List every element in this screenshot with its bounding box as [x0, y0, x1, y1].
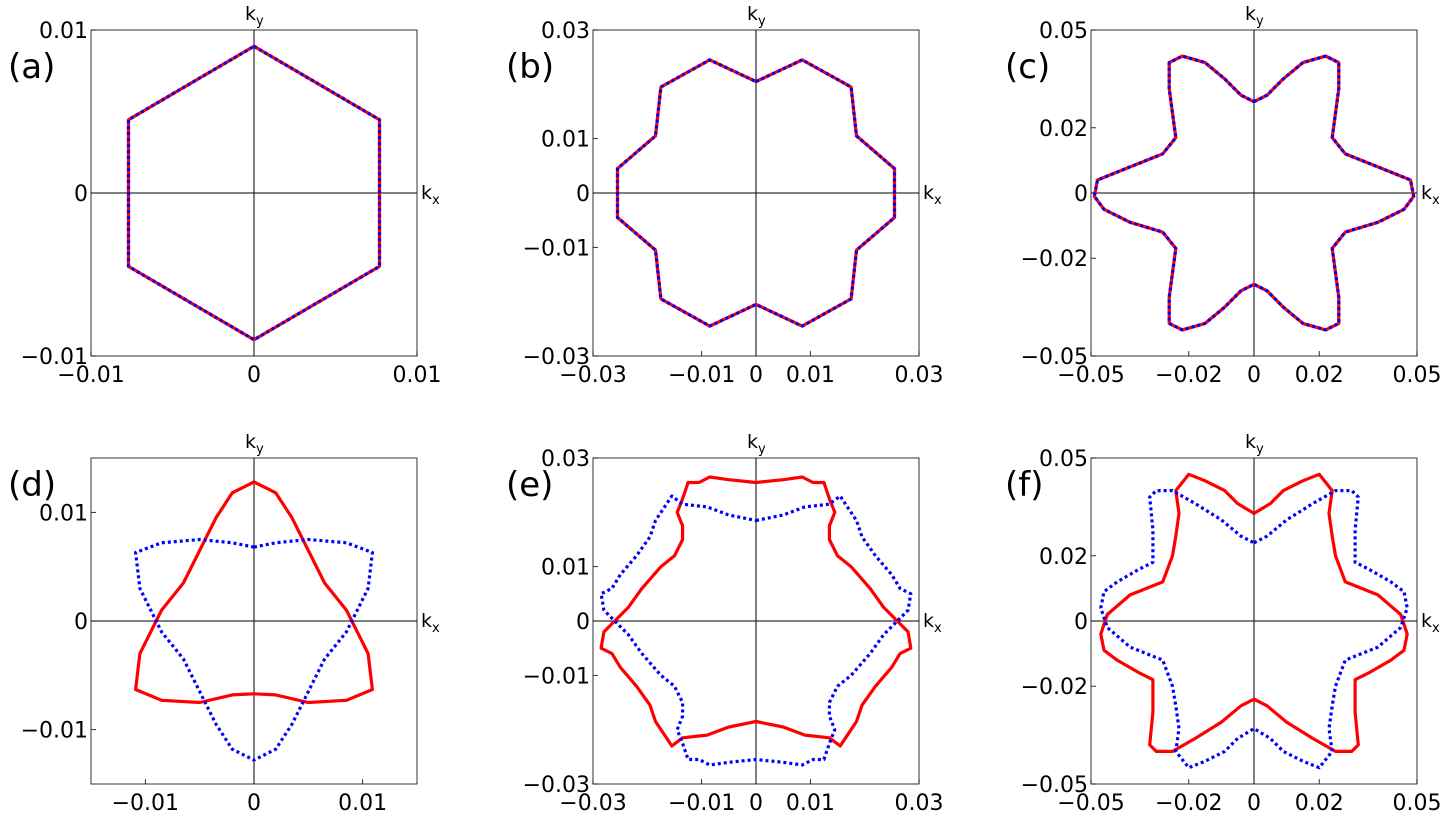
x-tick-label: 0	[247, 363, 261, 388]
x-tick-label: −0.05	[1057, 791, 1124, 816]
y-tick-label: 0	[74, 182, 88, 207]
kx-axis-label: kx	[421, 182, 440, 208]
x-tick-label: −0.03	[559, 791, 626, 816]
x-tick-label: 0.01	[338, 791, 387, 816]
kx-axis-label: kx	[923, 610, 942, 636]
y-tick-label: −0.01	[21, 719, 88, 744]
blue-dotted-contour	[1099, 489, 1409, 770]
blue-dotted-contour	[615, 58, 897, 328]
y-tick-label: 0	[576, 610, 590, 635]
x-tick-label: 0	[1247, 363, 1261, 388]
x-tick-label: −0.01	[112, 791, 179, 816]
y-tick-label: 0	[1074, 182, 1088, 207]
red-solid-contour	[599, 475, 913, 748]
panel-label: (a)	[8, 47, 55, 87]
y-tick-label: 0	[576, 182, 590, 207]
ky-axis-label: ky	[1245, 431, 1264, 457]
kx-axis-label: kx	[1421, 610, 1440, 636]
panel-b: −0.03 −0.01 0 0.01 0.03 −0.03 −0.01 0 0.01 0.03 kx…	[506, 3, 943, 388]
y-tick-label: −0.01	[523, 664, 590, 689]
ky-axis-label: ky	[245, 431, 264, 457]
x-tick-label: 0.01	[786, 363, 835, 388]
panel-c: −0.05 −0.02 0 0.02 0.05 −0.05 −0.02 0 0.02 0.05 kx…	[1005, 3, 1441, 388]
panel-label: (b)	[506, 47, 554, 87]
ky-axis-label: ky	[747, 3, 766, 29]
panel-a: −0.01 0 0.01 −0.01 0 0.01 kx ky (a)	[8, 3, 441, 388]
y-tick-label: −0.02	[1021, 675, 1088, 700]
panel-d: −0.01 0 0.01 −0.01 0 0.01 kx ky (d)	[8, 431, 440, 816]
x-tick-label: −0.01	[57, 363, 124, 388]
y-tick-label: 0.01	[39, 19, 88, 44]
x-tick-label: −0.02	[1155, 791, 1222, 816]
panel-label: (d)	[8, 465, 56, 505]
panel-e: −0.03 −0.01 0 0.01 0.03 −0.03 −0.01 0 0.01 0.03 kx…	[506, 431, 943, 816]
red-solid-contour	[1099, 472, 1409, 753]
x-tick-label: 0	[749, 791, 763, 816]
x-tick-label: 0.02	[1295, 791, 1344, 816]
panel-label: (e)	[506, 465, 553, 505]
x-tick-label: 0	[247, 791, 261, 816]
x-tick-label: 0.02	[1295, 363, 1344, 388]
kx-axis-label: kx	[923, 182, 942, 208]
red-solid-contour	[1092, 54, 1416, 332]
y-tick-label: −0.01	[21, 345, 88, 370]
x-tick-label: −0.03	[559, 363, 626, 388]
x-tick-label: 0	[749, 363, 763, 388]
kx-axis-label: kx	[1421, 182, 1440, 208]
x-tick-label: 0.03	[895, 791, 944, 816]
red-solid-contour	[134, 480, 374, 705]
x-tick-label: −0.01	[668, 363, 735, 388]
y-tick-label: −0.01	[523, 236, 590, 261]
y-tick-label: −0.03	[523, 773, 590, 798]
blue-dotted-contour	[134, 537, 374, 762]
y-tick-label: 0.01	[39, 501, 88, 526]
x-tick-label: 0.03	[895, 363, 944, 388]
y-tick-label: 0.01	[541, 556, 590, 581]
panel-f: −0.05 −0.02 0 0.02 0.05 −0.05 −0.02 0 0.02 0.05 kx…	[1005, 431, 1441, 816]
ky-axis-label: ky	[747, 431, 766, 457]
y-tick-label: −0.02	[1021, 247, 1088, 272]
x-tick-label: 0.05	[1393, 363, 1442, 388]
x-tick-label: 0	[1247, 791, 1261, 816]
y-tick-label: −0.05	[1021, 773, 1088, 798]
y-tick-label: 0.05	[1039, 447, 1088, 472]
ky-axis-label: ky	[1245, 3, 1264, 29]
ky-axis-label: ky	[245, 3, 264, 29]
y-tick-label: 0.02	[1039, 545, 1088, 570]
x-tick-label: −0.02	[1155, 363, 1222, 388]
y-tick-label: −0.05	[1021, 345, 1088, 370]
blue-dotted-contour	[126, 44, 382, 342]
kx-axis-label: kx	[421, 610, 440, 636]
y-tick-label: 0.01	[541, 128, 590, 153]
blue-dotted-contour	[599, 494, 913, 767]
x-tick-label: −0.05	[1057, 363, 1124, 388]
y-tick-label: 0.03	[541, 19, 590, 44]
y-tick-label: 0.02	[1039, 117, 1088, 142]
y-tick-label: 0	[1074, 610, 1088, 635]
y-tick-label: −0.03	[523, 345, 590, 370]
panel-label: (f)	[1005, 465, 1044, 505]
x-tick-label: −0.01	[668, 791, 735, 816]
x-tick-label: 0.01	[786, 791, 835, 816]
x-tick-label: 0.05	[1393, 791, 1442, 816]
y-tick-label: 0.05	[1039, 19, 1088, 44]
y-tick-label: 0.03	[541, 447, 590, 472]
x-tick-label: 0.01	[393, 363, 442, 388]
y-tick-label: 0	[74, 610, 88, 635]
panel-label: (c)	[1005, 47, 1050, 87]
